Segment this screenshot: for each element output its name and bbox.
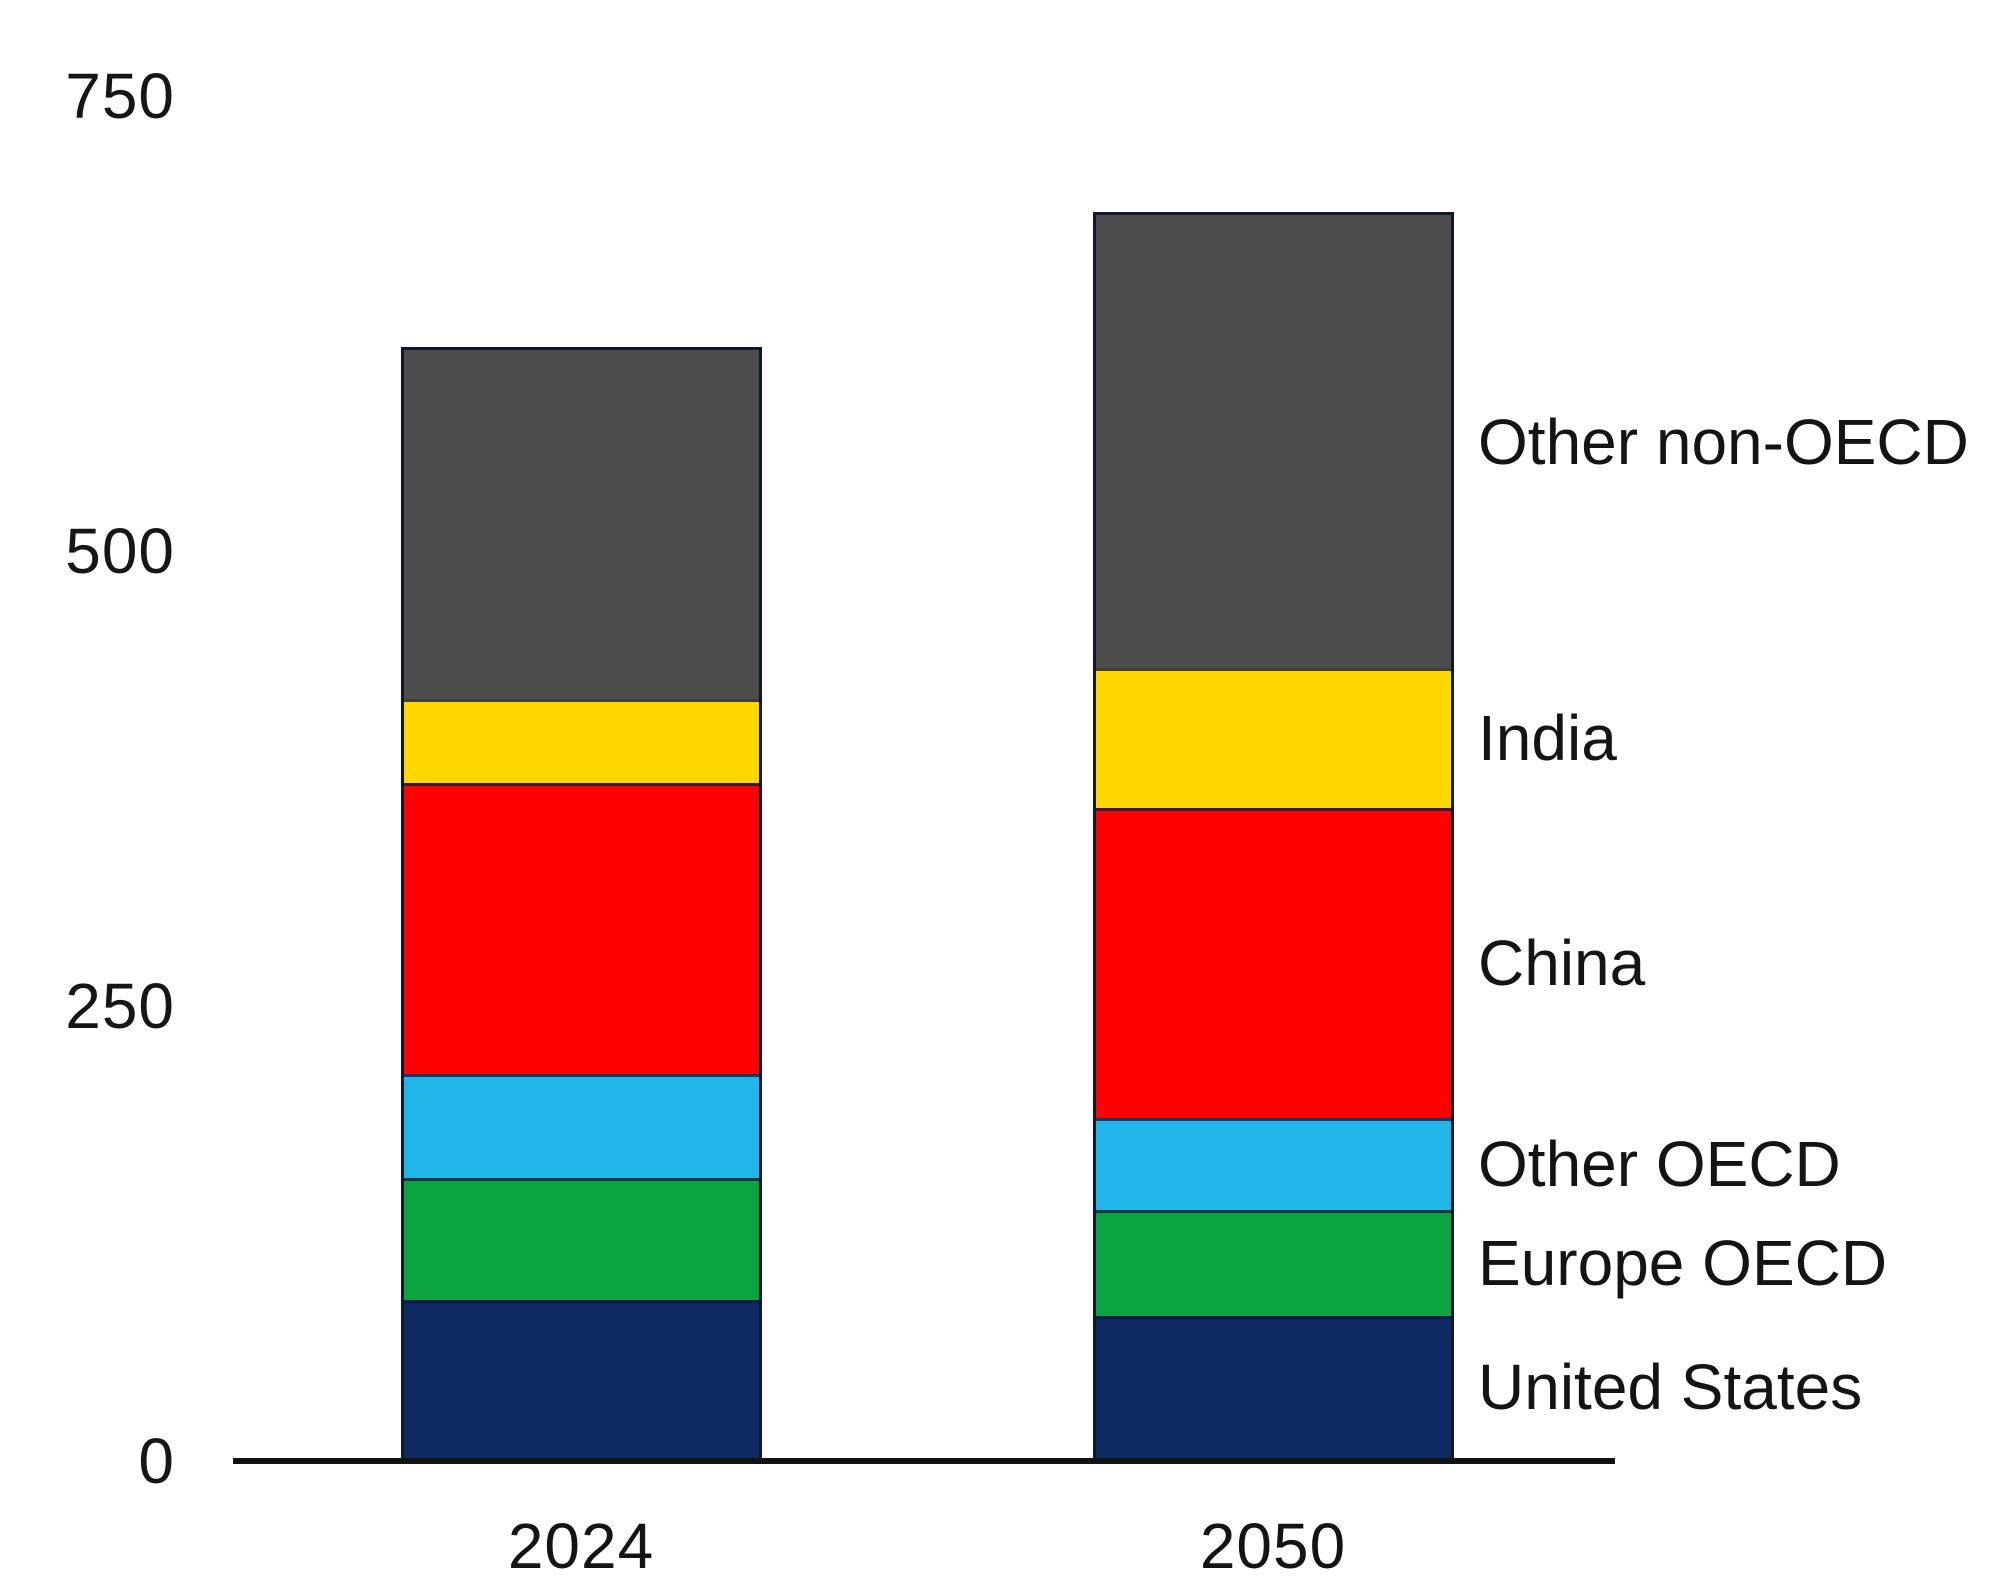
bar-segment-other-oecd — [404, 1074, 759, 1178]
bar-segment-other-non-oecd — [1096, 214, 1451, 669]
series-label-other-oecd: Other OECD — [1478, 1128, 1841, 1201]
bar-segment-india — [404, 699, 759, 783]
series-label-india: India — [1478, 702, 1617, 775]
bar-2024 — [401, 346, 762, 1458]
bar-segment-europe-oecd — [404, 1177, 759, 1300]
series-label-other-non-oecd: Other non-OECD — [1478, 405, 1969, 478]
series-label-europe-oecd: Europe OECD — [1478, 1227, 1888, 1300]
category-label-2050: 2050 — [1199, 1510, 1347, 1582]
bar-segment-united-states — [404, 1299, 759, 1458]
bar-segment-other-non-oecd — [404, 349, 759, 700]
y-tick-250: 250 — [65, 970, 175, 1042]
series-label-china: China — [1478, 927, 1646, 999]
series-label-united-states: United States — [1478, 1351, 1863, 1423]
category-label-2024: 2024 — [507, 1510, 655, 1582]
bar-segment-other-oecd — [1096, 1117, 1451, 1211]
bar-segment-europe-oecd — [1096, 1210, 1451, 1316]
bar-segment-india — [1096, 668, 1451, 809]
bar-segment-china — [1096, 808, 1451, 1118]
y-tick-500: 500 — [65, 515, 175, 587]
bar-segment-united-states — [1096, 1316, 1451, 1458]
x-axis-line — [233, 1458, 1615, 1464]
y-tick-0: 0 — [138, 1425, 175, 1497]
bar-segment-china — [404, 782, 759, 1075]
bar-2050 — [1093, 211, 1454, 1458]
y-tick-750: 750 — [65, 60, 175, 132]
